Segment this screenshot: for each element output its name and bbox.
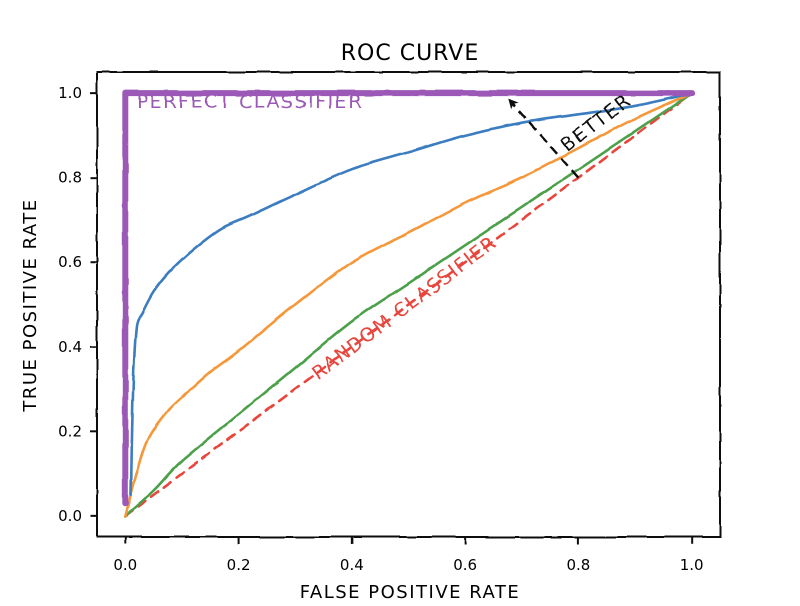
plot-frame bbox=[96, 71, 721, 538]
y-tick-label: 0.6 bbox=[58, 253, 82, 271]
series-orange-line bbox=[124, 91, 693, 518]
y-tick-label: 0.0 bbox=[58, 507, 82, 525]
series-layer bbox=[122, 90, 695, 518]
series-random-line bbox=[124, 91, 693, 518]
x-axis-label: FALSE POSITIVE RATE bbox=[300, 582, 521, 603]
y-tick-label: 1.0 bbox=[58, 84, 82, 102]
y-tick-label: 0.4 bbox=[58, 338, 82, 356]
better-arrow bbox=[507, 98, 580, 179]
perfect-classifier-label: PERFECT CLASSIFIER bbox=[137, 91, 363, 113]
x-tick-label: 1.0 bbox=[680, 556, 704, 574]
series-blue-line bbox=[129, 91, 693, 496]
series-green-line bbox=[124, 91, 693, 518]
x-tick-label: 0.6 bbox=[453, 556, 477, 574]
x-tick-label: 0.0 bbox=[113, 556, 137, 574]
tick-labels: 0.0 0.2 0.4 0.6 0.8 1.0 0.0 0.2 0.4 0.6 0.8 1.0 bbox=[58, 84, 703, 574]
x-tick-label: 0.8 bbox=[566, 556, 590, 574]
y-axis-label: TRUE POSITIVE RATE bbox=[20, 198, 41, 412]
y-tick-label: 0.8 bbox=[58, 169, 82, 187]
y-tick-label: 0.2 bbox=[58, 422, 82, 440]
x-tick-label: 0.4 bbox=[340, 556, 364, 574]
axis-ticks bbox=[90, 92, 693, 544]
chart-title: ROC CURVE bbox=[341, 41, 479, 66]
random-classifier-label: RANDOM CLASSIFIER bbox=[308, 231, 502, 385]
x-tick-label: 0.2 bbox=[227, 556, 251, 574]
series-perfect-line bbox=[122, 90, 695, 507]
